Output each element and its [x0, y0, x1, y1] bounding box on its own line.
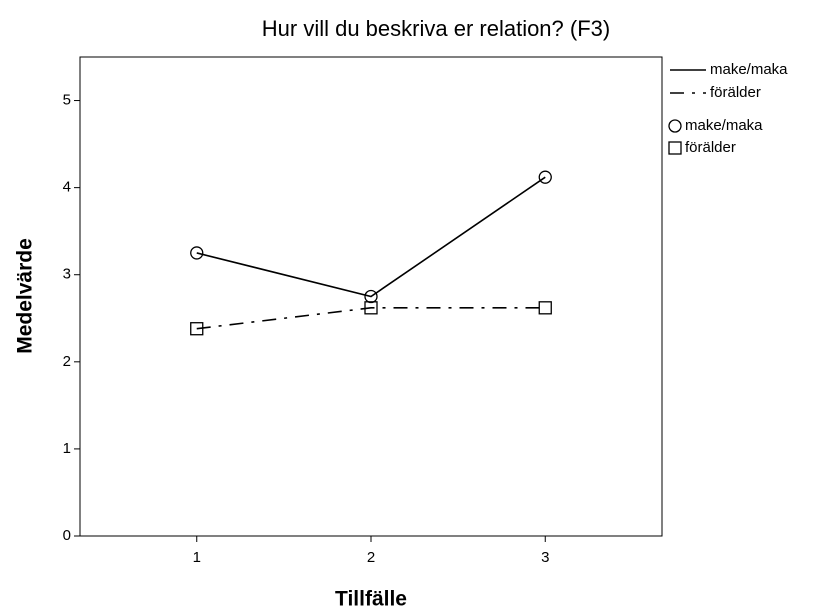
legend-label: förälder [685, 139, 736, 156]
y-tick-label: 5 [63, 92, 71, 109]
marker [538, 170, 552, 184]
x-tick-label: 1 [193, 549, 201, 566]
legend-marker [668, 141, 682, 155]
y-tick-label: 2 [63, 353, 71, 370]
x-axis-label: Tillfälle [335, 588, 407, 611]
legend-label: make/maka [685, 117, 763, 134]
legend-label: förälder [710, 84, 761, 101]
x-tick-label: 3 [541, 549, 549, 566]
legend-marker [668, 119, 682, 133]
legend-label: make/maka [710, 61, 788, 78]
y-tick-label: 1 [63, 440, 71, 457]
y-axis-label: Medelvärde [14, 238, 37, 354]
y-tick-label: 0 [63, 527, 71, 544]
series-line [196, 307, 546, 330]
marker [538, 301, 552, 315]
marker [364, 301, 378, 315]
y-tick-label: 4 [63, 179, 71, 196]
y-tick-label: 3 [63, 266, 71, 283]
x-tick-label: 2 [367, 549, 375, 566]
chart-title: Hur vill du beskriva er relation? (F3) [262, 16, 610, 41]
marker [190, 322, 204, 336]
marker [190, 246, 204, 260]
series-line [196, 176, 546, 298]
marker [364, 289, 378, 304]
